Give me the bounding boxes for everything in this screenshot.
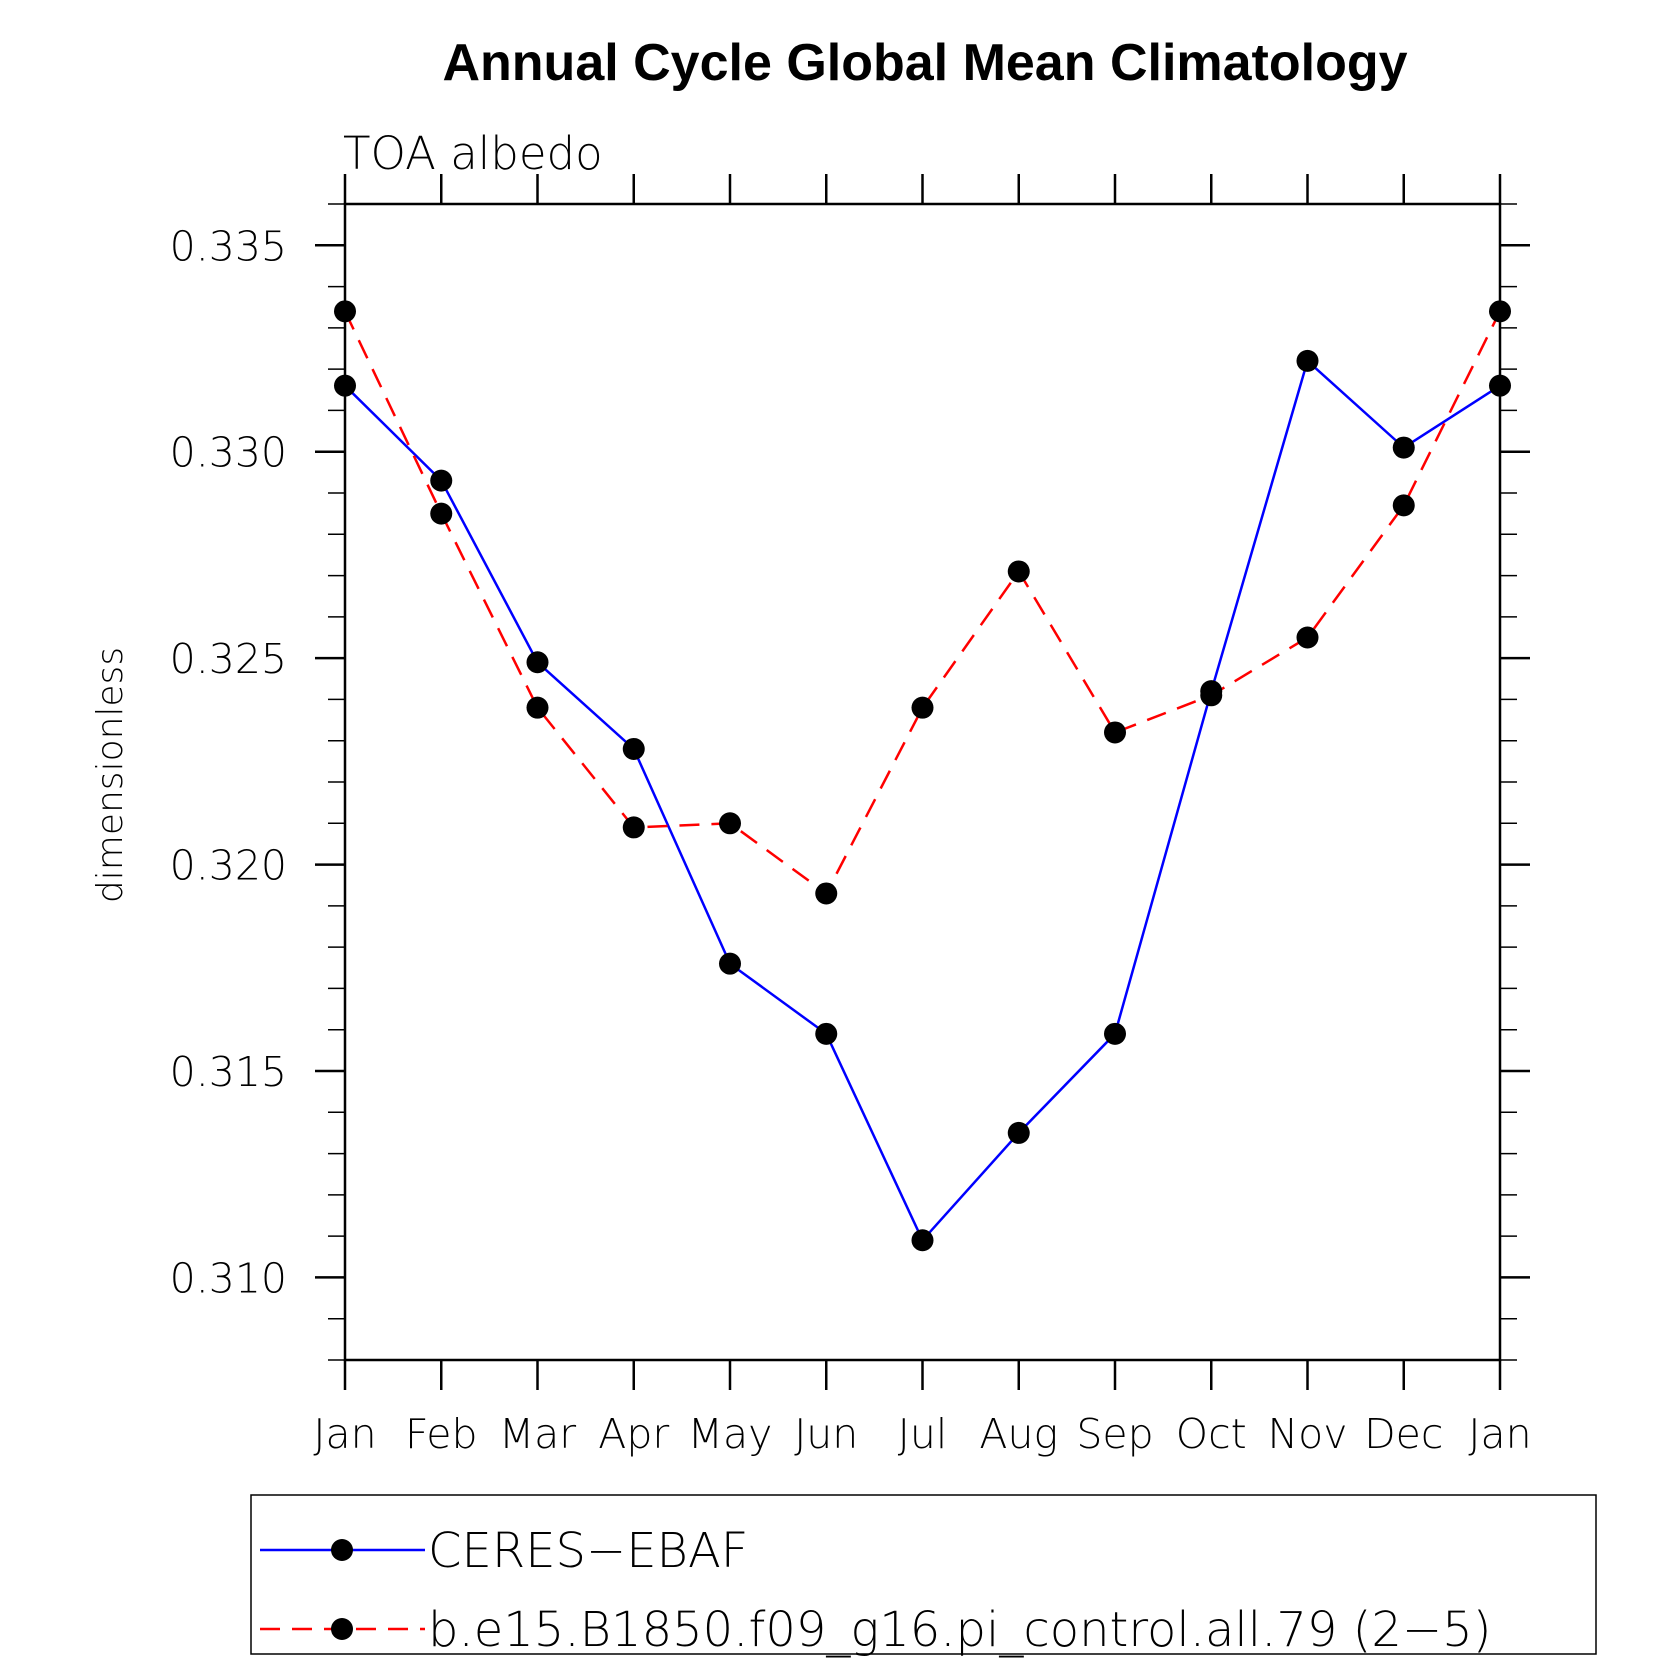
y-tick-label: 0.320: [170, 842, 287, 890]
x-tick-label: Dec: [1364, 1410, 1443, 1458]
plot-frame: [343, 202, 1502, 1362]
y-tick-label: 0.335: [170, 222, 287, 270]
chart-subtitle: TOA albedo: [343, 127, 603, 180]
data-point: [911, 696, 934, 719]
data-point: [1296, 349, 1319, 372]
x-tick-label: Jul: [898, 1410, 947, 1458]
data-point: [622, 737, 645, 760]
x-tick-label: Feb: [405, 1410, 478, 1458]
x-tick-label: Jun: [794, 1410, 858, 1458]
data-point: [1392, 494, 1415, 517]
data-point: [815, 1022, 838, 1045]
y-tick-label: 0.310: [170, 1254, 287, 1302]
legend-marker: [331, 1618, 353, 1640]
x-tick-label: May: [688, 1410, 773, 1458]
axis-ticks: [315, 174, 1530, 1390]
x-tick-label: Jan: [1468, 1410, 1531, 1458]
y-tick-label: 0.325: [170, 635, 287, 683]
data-point: [1104, 1022, 1126, 1045]
data-point: [911, 1229, 934, 1252]
data-point: [526, 696, 549, 719]
x-tick-label: Apr: [598, 1410, 669, 1458]
y-tick-label: 0.315: [170, 1048, 287, 1096]
series-line-2: [343, 310, 1502, 896]
data-point: [1296, 626, 1319, 649]
x-tick-label: Oct: [1176, 1410, 1247, 1458]
x-tick-label: Nov: [1267, 1410, 1347, 1458]
legend-label: b.e15.B1850.f09_g16.pi_control.all.79 (2…: [428, 1602, 1491, 1658]
data-point: [1200, 684, 1223, 707]
data-point: [815, 882, 838, 905]
series-markers: [334, 300, 1511, 1252]
legend-label: CERES−EBAF: [428, 1523, 748, 1579]
series-lines: [343, 310, 1502, 1243]
data-point: [430, 469, 453, 492]
data-point: [430, 502, 453, 525]
tick-labels: Jan Feb Mar Apr May Jun Jul Aug Sep Oct Nov Dec Jan 0…: [170, 222, 1532, 1458]
data-point: [1007, 1121, 1030, 1144]
data-point: [1104, 721, 1126, 744]
x-tick-label: Jan: [313, 1410, 376, 1458]
y-axis-label: dimensionless: [90, 647, 131, 903]
y-tick-label: 0.330: [170, 429, 287, 477]
data-point: [1392, 436, 1415, 459]
series-line-1: [344, 358, 1501, 1243]
legend: CERES−EBAF b.e15.B1850.f09_g16.pi_control…: [250, 1494, 1597, 1658]
legend-box: [250, 1494, 1597, 1655]
chart-title: Annual Cycle Global Mean Climatology: [442, 34, 1407, 92]
data-point: [719, 812, 741, 835]
legend-marker: [331, 1539, 353, 1561]
x-tick-label: Sep: [1076, 1410, 1153, 1458]
x-tick-label: Mar: [499, 1410, 576, 1458]
x-tick-label: Aug: [979, 1410, 1058, 1458]
data-point: [622, 816, 645, 839]
data-point: [719, 952, 741, 975]
data-point: [1007, 560, 1030, 583]
data-point: [526, 651, 549, 674]
